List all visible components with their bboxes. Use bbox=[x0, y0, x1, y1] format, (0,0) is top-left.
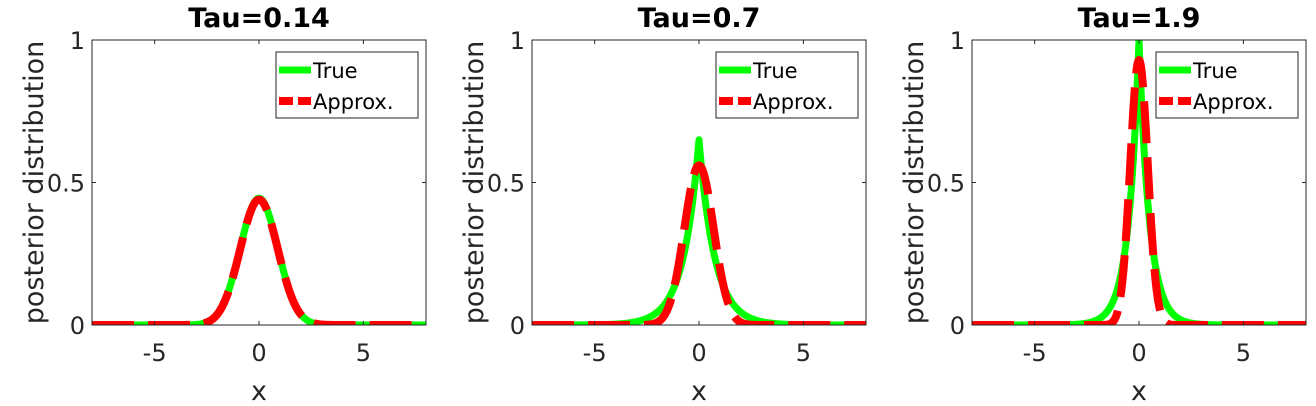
chart-panel-2: -5 0 5 0 0.5 1 Tau=0.7 x posterior distribution T… bbox=[459, 3, 867, 406]
x-axis-label: x bbox=[691, 376, 707, 406]
x-axis-label: x bbox=[1131, 376, 1147, 406]
x-tick-label: -5 bbox=[1023, 339, 1047, 367]
x-tick-label: 0 bbox=[691, 339, 706, 367]
y-axis-label: posterior distribution bbox=[899, 41, 930, 325]
x-tick-label: 5 bbox=[796, 339, 811, 367]
chart-panel-1: -5 0 5 0 0.5 1 Tau=0.14 x posterior distribution… bbox=[19, 3, 427, 406]
chart-panel-3: -5 0 5 0 0.5 1 Tau=1.9 x posterior distribution T… bbox=[899, 3, 1307, 406]
y-tick-label: 0 bbox=[70, 312, 85, 340]
legend-box bbox=[715, 51, 859, 119]
chart-title: Tau=0.14 bbox=[188, 3, 330, 34]
legend: True Approx. bbox=[1155, 51, 1299, 119]
legend: True Approx. bbox=[715, 51, 859, 119]
x-tick-label: 0 bbox=[251, 339, 266, 367]
legend-entry: True bbox=[1192, 59, 1238, 83]
x-tick-label: 5 bbox=[1236, 339, 1251, 367]
y-tick-label: 1 bbox=[950, 27, 965, 55]
legend-entry: True bbox=[752, 59, 798, 83]
y-tick-label: 0.5 bbox=[47, 170, 85, 198]
y-tick-label: 1 bbox=[510, 27, 525, 55]
chart-title: Tau=1.9 bbox=[1078, 3, 1201, 34]
legend: True Approx. bbox=[275, 51, 419, 119]
y-tick-label: 0.5 bbox=[487, 170, 525, 198]
y-tick-label: 0 bbox=[510, 312, 525, 340]
series-line-approx bbox=[972, 55, 1306, 325]
legend-box bbox=[275, 51, 419, 119]
x-axis-label: x bbox=[251, 376, 267, 406]
legend-entry: Approx. bbox=[1193, 90, 1274, 114]
legend-entry: Approx. bbox=[753, 90, 834, 114]
x-tick-label: 0 bbox=[1131, 339, 1146, 367]
x-tick-label: -5 bbox=[583, 339, 607, 367]
x-tick-label: -5 bbox=[143, 339, 167, 367]
y-axis-label: posterior distribution bbox=[19, 41, 50, 325]
series-line-approx bbox=[92, 195, 426, 325]
series-line-approx bbox=[532, 161, 866, 325]
y-axis-label: posterior distribution bbox=[459, 41, 490, 325]
y-tick-label: 0 bbox=[950, 312, 965, 340]
y-tick-label: 1 bbox=[70, 27, 85, 55]
legend-entry: Approx. bbox=[313, 90, 394, 114]
legend-entry: True bbox=[312, 59, 358, 83]
chart-title: Tau=0.7 bbox=[638, 3, 761, 34]
legend-box bbox=[1155, 51, 1299, 119]
y-tick-label: 0.5 bbox=[927, 170, 965, 198]
x-tick-label: 5 bbox=[356, 339, 371, 367]
